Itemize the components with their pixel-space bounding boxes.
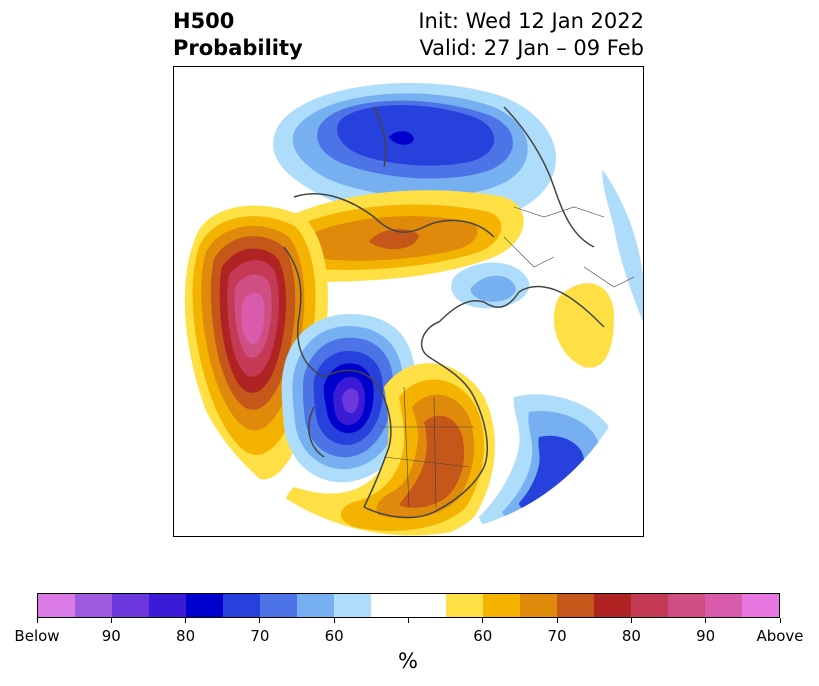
mideast-ridge [553,283,614,368]
colorbar-tick [556,618,558,623]
map-svg [178,69,643,536]
colorbar-cell [667,594,705,617]
colorbar-cell [149,594,187,617]
colorbar-cell [445,594,483,617]
globe-edge [178,69,643,536]
colorbar-cell [371,594,409,617]
colorbar-tick [36,618,38,623]
coastlines [283,106,605,519]
colorbar-cell [297,594,335,617]
colorbar-tick [779,618,781,623]
colorbar-cell [630,594,668,617]
colorbar-tick-label: 90 [101,627,121,645]
colorbar [37,593,780,618]
map-dates: Init: Wed 12 Jan 2022 Valid: 27 Jan – 09… [418,8,644,62]
colorbar-tick [705,618,707,623]
colorbar-cell [741,594,779,617]
colorbar-tick-label: 60 [473,627,493,645]
colorbar-tick-label: 80 [621,627,641,645]
eastern-us-ridge [284,363,495,536]
russia-low-contours [273,82,557,222]
colorbar-tick-label: Above [756,627,804,645]
colorbar-tick-label: 80 [176,627,196,645]
colorbar-cell [260,594,298,617]
colorbar-cell [593,594,631,617]
colorbar-cell [223,594,261,617]
colorbar-tick-label: Below [14,627,60,645]
valid-range: Valid: 27 Jan – 09 Feb [419,36,644,60]
western-canada-trough [281,314,416,483]
europe-small-low [451,262,530,309]
probability-map [173,66,644,537]
colorbar-tick [482,618,484,623]
colorbar-tick-label: 90 [696,627,716,645]
map-title: H500 Probability [173,8,303,62]
pacific-ridge [184,205,328,480]
colorbar-tick-label: 70 [250,627,270,645]
colorbar-cell [704,594,742,617]
colorbar-units-label: % [398,649,418,673]
title-type: Probability [173,36,303,60]
colorbar-tick [408,618,409,623]
colorbar-cell [408,594,446,617]
east-edge-blue [602,162,643,327]
init-date: Init: Wed 12 Jan 2022 [418,9,644,33]
colorbar-cell [186,594,224,617]
colorbar-cell [519,594,557,617]
colorbar-tick [185,618,187,623]
colorbar-cell [38,594,76,617]
title-variable: H500 [173,9,235,33]
colorbar-cell [334,594,372,617]
colorbar-tick [333,618,335,623]
colorbar-cell [112,594,150,617]
colorbar-tick [110,618,112,623]
borders [379,206,635,508]
colorbar-tick [259,618,261,623]
colorbar-tick-label: 70 [547,627,567,645]
colorbar-cell [556,594,594,617]
colorbar-cell [75,594,113,617]
colorbar-cell [482,594,520,617]
colorbar-tick-label: 60 [324,627,344,645]
colorbar-tick [630,618,632,623]
